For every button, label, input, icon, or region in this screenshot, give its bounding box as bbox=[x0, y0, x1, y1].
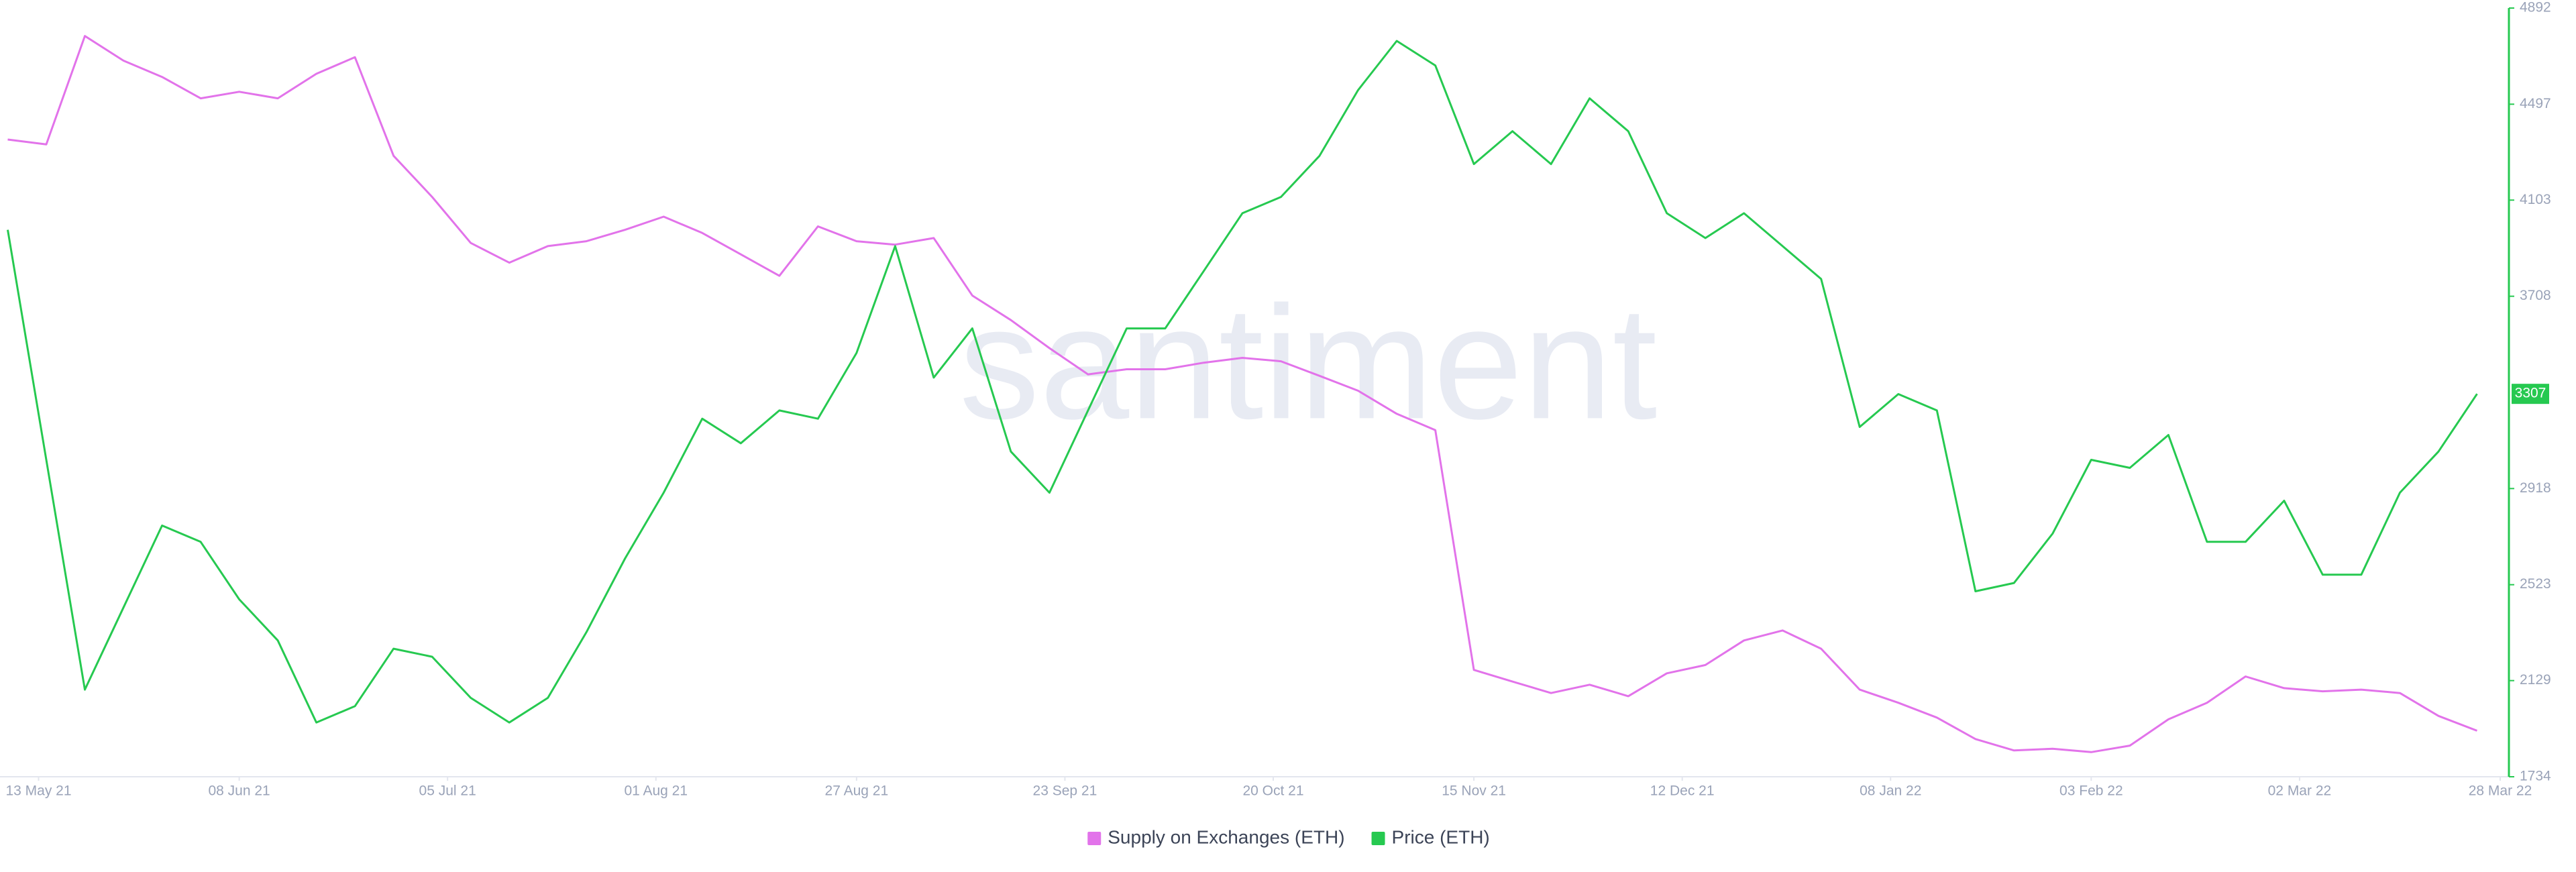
last-value-badge bbox=[2512, 384, 2549, 404]
x-tick-label: 12 Dec 21 bbox=[1650, 783, 1715, 799]
x-tick-label: 03 Feb 22 bbox=[2059, 783, 2123, 799]
y-tick-label: 2129 bbox=[2520, 672, 2551, 688]
y-tick-label: 2918 bbox=[2520, 480, 2551, 496]
series-line bbox=[7, 40, 2478, 724]
y-tick-label: 4497 bbox=[2520, 96, 2551, 111]
x-tick-label: 01 Aug 21 bbox=[624, 783, 688, 799]
y-tick-label: 4103 bbox=[2520, 192, 2551, 207]
legend-swatch bbox=[1371, 832, 1385, 845]
y-tick-label: 1734 bbox=[2520, 769, 2551, 784]
legend-label: Price (ETH) bbox=[1392, 826, 1490, 847]
x-tick-label: 28 Mar 22 bbox=[2469, 783, 2532, 799]
legend: Supply on Exchanges (ETH) Price (ETH) bbox=[1087, 826, 1490, 847]
legend-label: Supply on Exchanges (ETH) bbox=[1108, 826, 1344, 847]
x-tick-label: 20 Oct 21 bbox=[1242, 783, 1303, 799]
x-tick-label: 08 Jun 21 bbox=[208, 783, 270, 799]
last-value-label: 3307 bbox=[2515, 386, 2546, 401]
x-tick-label: 08 Jan 22 bbox=[1860, 783, 1921, 799]
x-tick-label: 02 Mar 22 bbox=[2268, 783, 2332, 799]
y-tick-label: 4892 bbox=[2520, 0, 2551, 15]
y-tick-label: 2523 bbox=[2520, 576, 2551, 592]
watermark: santiment bbox=[959, 272, 1658, 452]
x-tick-label: 13 May 21 bbox=[5, 783, 71, 799]
x-tick-label: 15 Nov 21 bbox=[1442, 783, 1506, 799]
x-tick-label: 05 Jul 21 bbox=[419, 783, 476, 799]
series-line bbox=[7, 35, 2478, 753]
y-tick-label: 3708 bbox=[2520, 288, 2551, 303]
x-tick-label: 23 Sep 21 bbox=[1033, 783, 1097, 799]
legend-swatch bbox=[1087, 832, 1102, 845]
x-tick-label: 27 Aug 21 bbox=[825, 783, 889, 799]
